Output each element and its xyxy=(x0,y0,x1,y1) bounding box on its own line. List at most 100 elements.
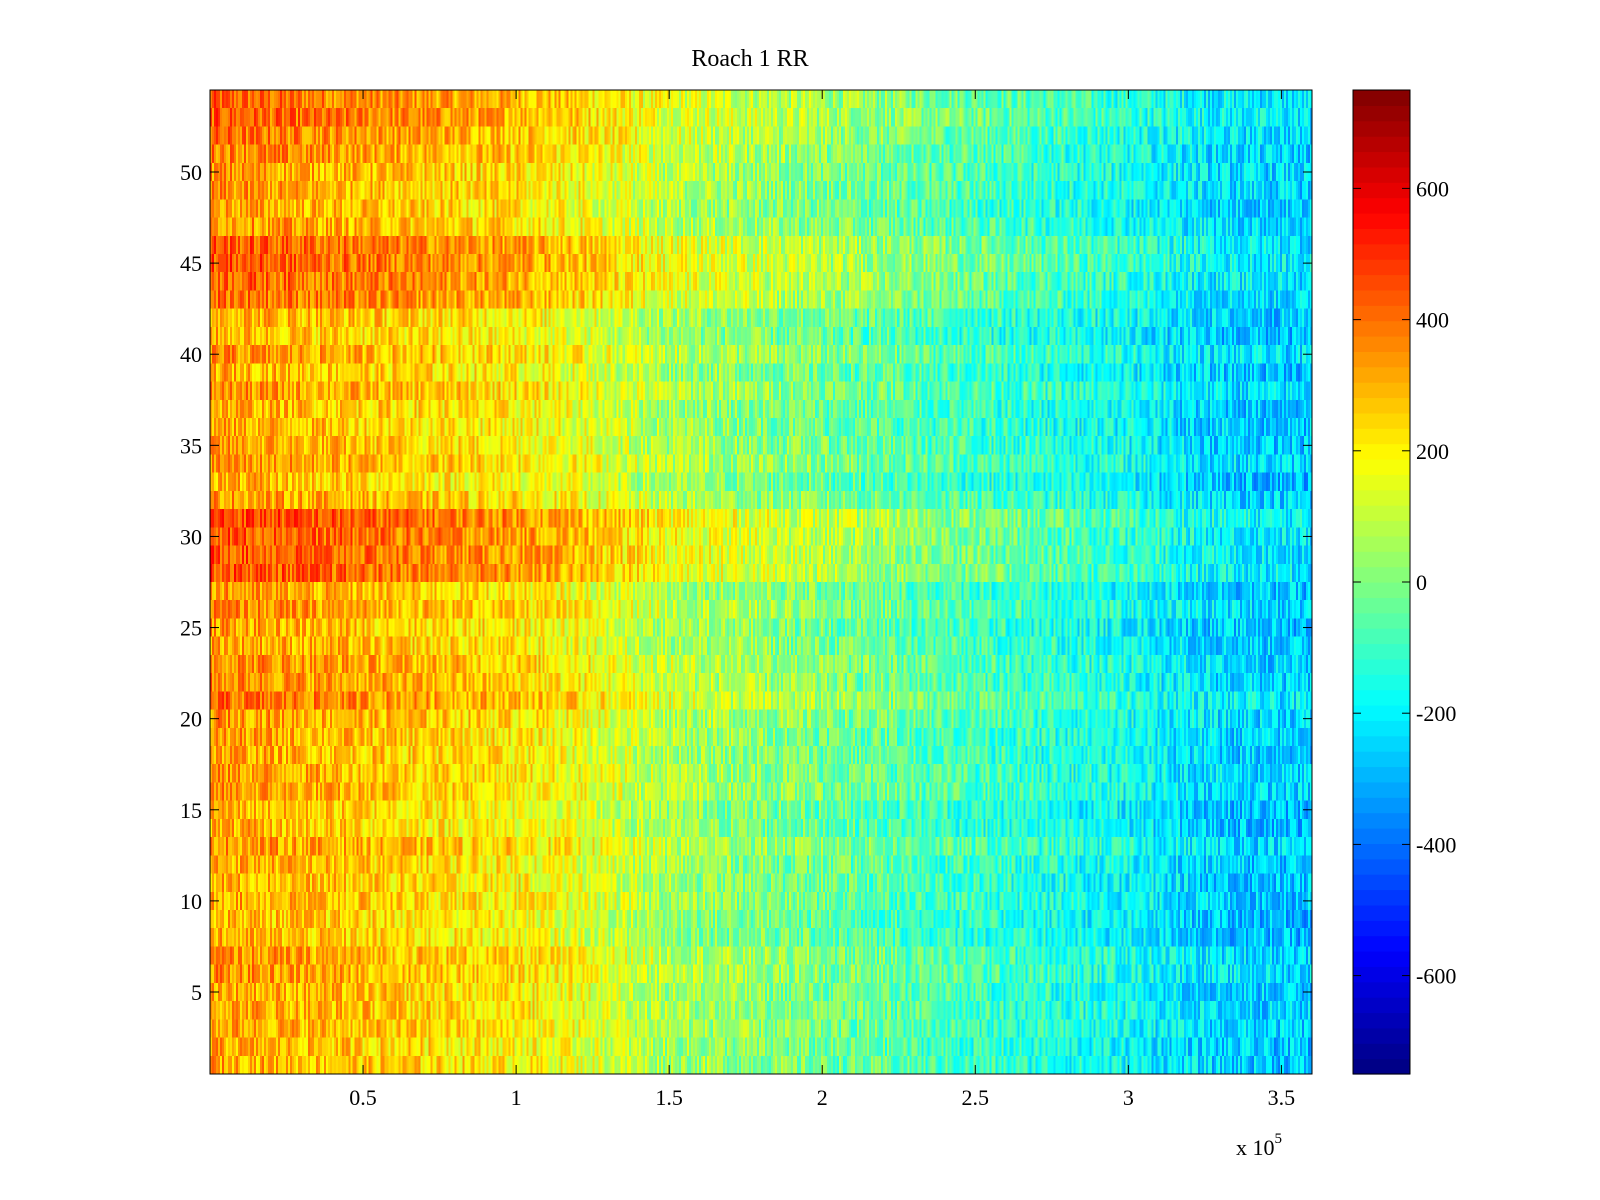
colorbar-band xyxy=(1353,781,1410,798)
colorbar-band xyxy=(1353,874,1410,891)
x-tick-label: 0.5 xyxy=(349,1085,377,1110)
colorbar-tick-label: -200 xyxy=(1416,701,1456,726)
plot-frame xyxy=(209,89,1313,1075)
x-multiplier-base: x 10 xyxy=(1236,1135,1275,1160)
colorbar-band xyxy=(1353,658,1410,675)
colorbar-band xyxy=(1353,382,1410,399)
colorbar-band xyxy=(1353,305,1410,322)
colorbar-band xyxy=(1353,1058,1410,1075)
colorbar-band xyxy=(1353,612,1410,629)
colorbar-band xyxy=(1353,551,1410,568)
colorbar-band xyxy=(1353,981,1410,998)
colorbar-band xyxy=(1353,904,1410,921)
x-tick-label: 2 xyxy=(817,1085,828,1110)
colorbar-band xyxy=(1353,812,1410,829)
colorbar-band xyxy=(1353,120,1410,137)
colorbar-band xyxy=(1353,628,1410,645)
colorbar-band xyxy=(1353,243,1410,260)
colorbar-band xyxy=(1353,766,1410,783)
colorbar-band xyxy=(1353,489,1410,506)
chart-title: Roach 1 RR xyxy=(691,46,808,72)
colorbar-band xyxy=(1353,889,1410,906)
colorbar-band xyxy=(1353,166,1410,183)
colorbar-band xyxy=(1353,566,1410,583)
colorbar-tick-label: 200 xyxy=(1416,439,1449,464)
y-tick-label: 40 xyxy=(180,342,202,367)
colorbar-band xyxy=(1353,197,1410,214)
colorbar-band xyxy=(1353,366,1410,383)
colorbar-band xyxy=(1353,920,1410,937)
colorbar-band xyxy=(1353,90,1410,106)
colorbar-band xyxy=(1353,597,1410,614)
y-tick-label: 35 xyxy=(180,433,202,458)
colorbar-band xyxy=(1353,228,1410,245)
colorbar-band xyxy=(1353,505,1410,522)
colorbar-band xyxy=(1353,443,1410,460)
colorbar-band xyxy=(1353,1027,1410,1044)
colorbar-band xyxy=(1353,289,1410,306)
x-tick-label: 3 xyxy=(1123,1085,1134,1110)
colorbar-band xyxy=(1353,397,1410,414)
colorbar-band xyxy=(1353,951,1410,967)
colorbar-band xyxy=(1353,428,1410,445)
y-tick-label: 5 xyxy=(191,980,202,1005)
colorbar-ticks: 600 400 200 0 -200 -400 -600 xyxy=(1353,176,1456,989)
colorbar-tick-label: 400 xyxy=(1416,308,1449,333)
colorbar-band xyxy=(1353,689,1410,706)
y-tick-label: 25 xyxy=(180,616,202,641)
colorbar-band xyxy=(1353,858,1410,875)
y-tick-label: 10 xyxy=(180,889,202,914)
colorbar-band xyxy=(1353,336,1410,352)
colorbar-band xyxy=(1353,643,1410,660)
x-multiplier-exponent: 5 xyxy=(1275,1131,1283,1147)
colorbar-band xyxy=(1353,705,1410,721)
colorbar-band xyxy=(1353,735,1410,752)
colorbar-tick-label: -600 xyxy=(1416,964,1456,989)
colorbar-band xyxy=(1353,535,1410,552)
colorbar-band xyxy=(1353,259,1410,276)
heatmap-image xyxy=(210,90,1312,1074)
colorbar-band xyxy=(1353,351,1410,368)
y-tick-label: 20 xyxy=(180,707,202,732)
colorbar-band xyxy=(1353,520,1410,537)
colorbar-band xyxy=(1353,582,1410,598)
y-tick-label: 45 xyxy=(180,251,202,276)
colorbar-band xyxy=(1353,320,1410,337)
colorbar-band xyxy=(1353,1043,1410,1060)
x-multiplier-label: x 105 xyxy=(1236,1131,1282,1160)
colorbar-band xyxy=(1353,843,1410,860)
colorbar-band xyxy=(1353,182,1410,199)
colorbar-band xyxy=(1353,459,1410,475)
colorbar-tick-label: 600 xyxy=(1416,176,1449,201)
colorbar-band xyxy=(1353,966,1410,983)
colorbar-band xyxy=(1353,674,1410,691)
colorbar-band xyxy=(1353,751,1410,768)
colorbar-band xyxy=(1353,797,1410,814)
colorbar-band xyxy=(1353,1012,1410,1029)
colorbar-tick-label: -400 xyxy=(1416,832,1456,857)
y-tick-label: 15 xyxy=(180,798,202,823)
colorbar-band xyxy=(1353,997,1410,1014)
heatmap-cells xyxy=(210,90,1312,1074)
colorbar-band xyxy=(1353,935,1410,952)
x-tick-label: 1.5 xyxy=(655,1085,683,1110)
y-tick-label: 30 xyxy=(180,524,202,549)
colorbar xyxy=(1353,90,1410,1075)
colorbar-band xyxy=(1353,412,1410,429)
y-tick-label: 50 xyxy=(180,160,202,185)
colorbar-band xyxy=(1353,720,1410,737)
colorbar-band xyxy=(1353,136,1410,153)
x-tick-label: 3.5 xyxy=(1268,1085,1296,1110)
colorbar-band xyxy=(1353,213,1410,229)
colorbar-band xyxy=(1353,828,1410,844)
colorbar-band xyxy=(1353,105,1410,122)
x-axis: 0.5 1 1.5 2 2.5 3 3.5 xyxy=(349,90,1295,1110)
colorbar-tick-label: 0 xyxy=(1416,570,1427,595)
colorbar-band xyxy=(1353,474,1410,491)
colorbar-band xyxy=(1353,274,1410,291)
x-tick-label: 2.5 xyxy=(962,1085,990,1110)
y-axis: 5 10 15 20 25 30 35 40 45 50 xyxy=(180,160,1312,1005)
x-tick-label: 1 xyxy=(511,1085,522,1110)
colorbar-band xyxy=(1353,151,1410,168)
